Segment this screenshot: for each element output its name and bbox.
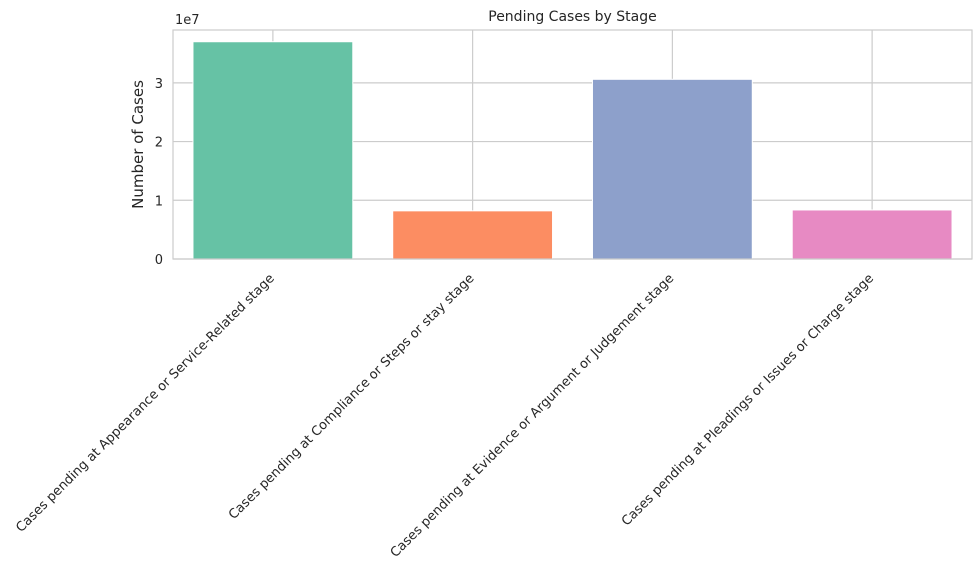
- x-tick-label: Cases pending at Pleadings or Issues or …: [619, 271, 877, 529]
- bar: [392, 210, 554, 260]
- y-tick-label: 0: [155, 253, 163, 268]
- y-tick-labels: 0 1 2 3: [155, 77, 163, 268]
- bars: [192, 41, 953, 260]
- chart-title: Pending Cases by Stage: [488, 9, 657, 25]
- bar: [591, 78, 753, 260]
- x-tick-labels: Cases pending at Appearance or Service-R…: [13, 271, 877, 561]
- bar: [791, 209, 953, 260]
- y-axis-label: Number of Cases: [129, 80, 147, 209]
- plot-frame: [172, 29, 973, 260]
- x-tick-label: Cases pending at Appearance or Service-R…: [13, 271, 277, 535]
- bar: [192, 41, 354, 260]
- x-tick-label: Cases pending at Compliance or Steps or …: [226, 271, 477, 522]
- y-tick-label: 2: [155, 136, 163, 151]
- y-tick-label: 3: [155, 77, 163, 92]
- y-tick-label: 1: [155, 194, 163, 209]
- y-scale-label: 1e7: [175, 13, 200, 28]
